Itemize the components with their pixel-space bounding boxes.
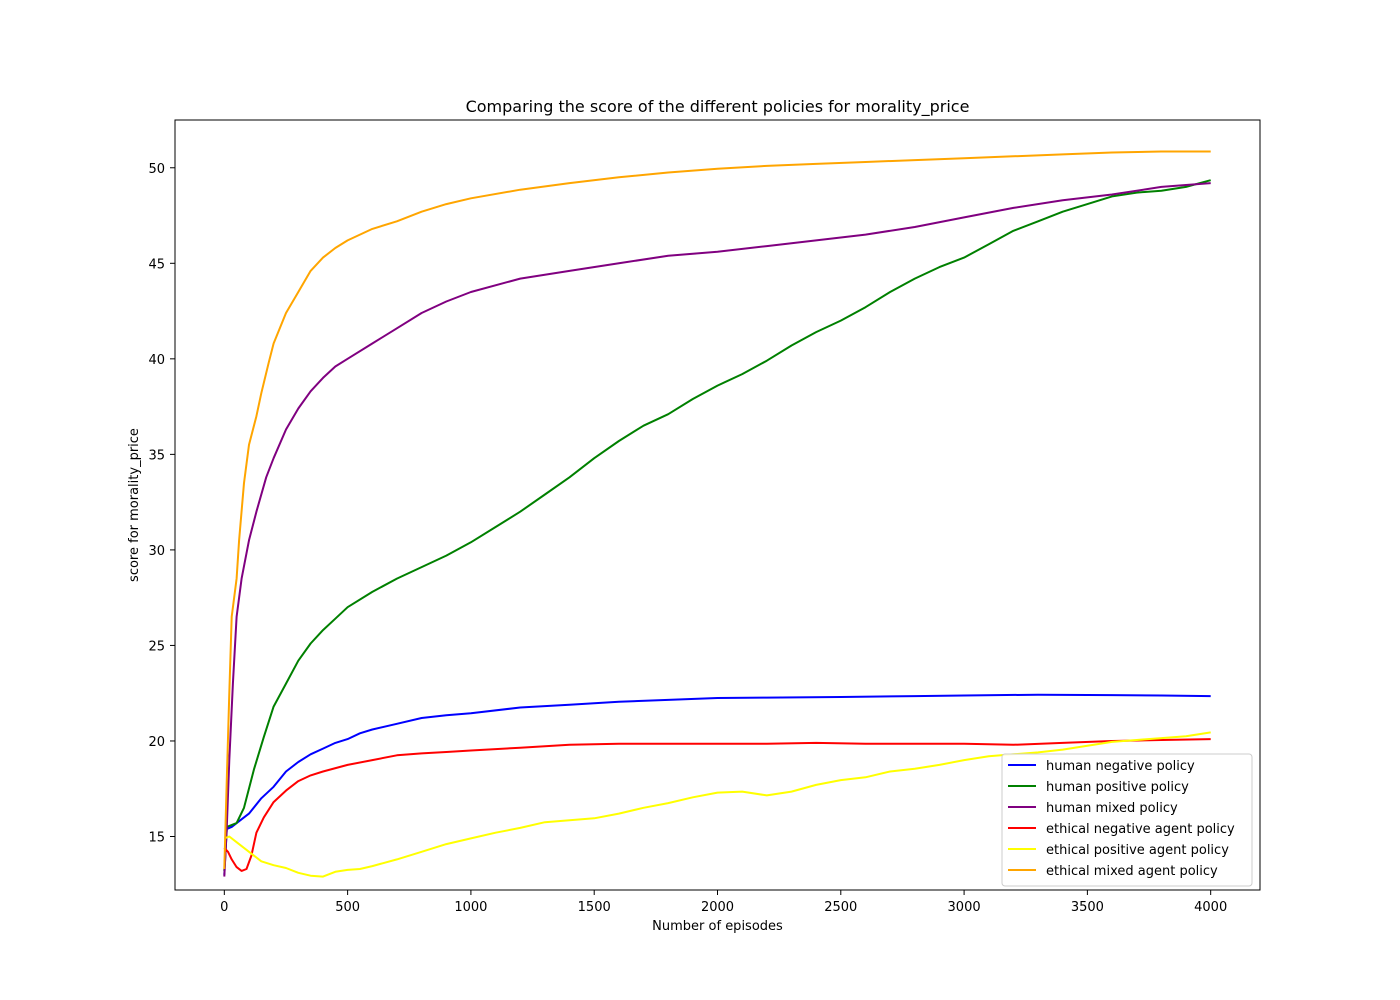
legend-label: human negative policy: [1046, 759, 1195, 774]
series-line-1: [223, 179, 1211, 871]
y-tick-label: 40: [148, 353, 165, 368]
x-tick-label: 2000: [701, 900, 734, 915]
x-tick-label: 1500: [578, 900, 611, 915]
legend-label: human positive policy: [1046, 780, 1189, 795]
x-tick-label: 1000: [454, 900, 487, 915]
legend-label: ethical negative agent policy: [1046, 822, 1235, 837]
series-line-5: [223, 150, 1211, 870]
x-tick-label: 3500: [1071, 900, 1104, 915]
y-tick-label: 20: [148, 735, 165, 750]
series-line-0: [223, 693, 1211, 875]
x-tick-label: 2500: [824, 900, 857, 915]
y-tick-label: 30: [148, 544, 165, 559]
legend-box: [1001, 753, 1253, 887]
x-tick-label: 3000: [948, 900, 981, 915]
legend-label: ethical mixed agent policy: [1046, 864, 1218, 879]
y-tick-label: 50: [148, 162, 165, 177]
legend-label: human mixed policy: [1046, 801, 1178, 816]
plot-lines: [223, 150, 1211, 878]
series-line-3: [223, 738, 1211, 872]
x-tick-label: 4000: [1194, 900, 1227, 915]
chart-title: Comparing the score of the different pol…: [466, 97, 970, 117]
x-axis: 0 500 1000 1500 2000 2500 3000 3500 4000: [220, 890, 1227, 915]
y-axis-label: score for morality_price: [127, 428, 142, 582]
y-tick-label: 25: [148, 639, 165, 654]
y-axis: 15 20 25 30 35 40 45 50: [148, 162, 175, 846]
x-tick-label: 500: [335, 900, 360, 915]
legend-label: ethical positive agent policy: [1046, 843, 1229, 858]
series-line-2: [223, 182, 1211, 877]
legend: human negative policy human positive poli…: [1001, 753, 1253, 887]
y-tick-label: 15: [148, 831, 165, 846]
x-axis-label: Number of episodes: [652, 919, 783, 934]
y-tick-label: 45: [148, 257, 165, 272]
y-tick-label: 35: [148, 448, 165, 463]
x-tick-label: 0: [220, 900, 228, 915]
